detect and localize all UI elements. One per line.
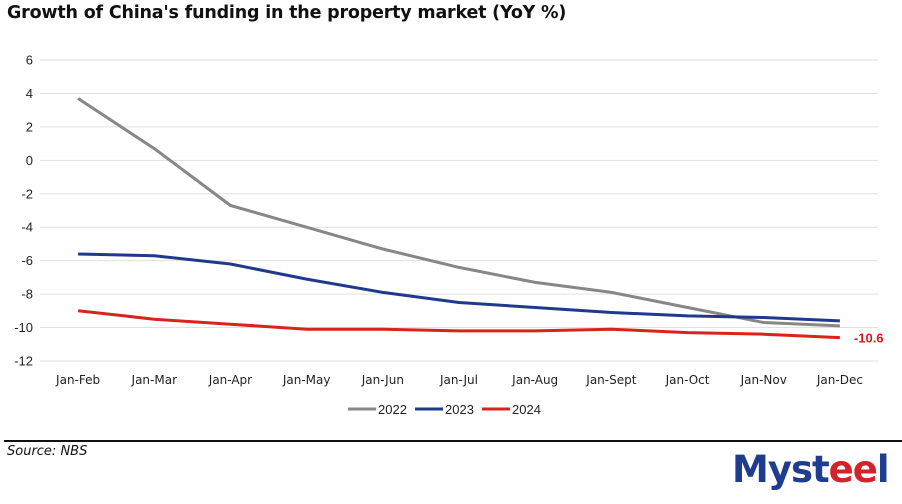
x-tick-label: Jan-Sept — [585, 373, 636, 387]
chart-title: Growth of China's funding in the propert… — [7, 3, 567, 23]
series-line-2023 — [78, 252, 840, 323]
y-tick-label: 4 — [26, 86, 33, 101]
y-tick-label: -8 — [21, 287, 33, 302]
logo-suffix: l — [876, 448, 890, 491]
series-line-2022 — [77, 97, 840, 328]
y-tick-label: -6 — [21, 253, 33, 268]
logo-prefix: Myst — [732, 448, 830, 491]
x-tick-label: Jan-Aug — [511, 373, 558, 387]
source-note: Source: NBS — [7, 444, 88, 459]
y-axis-ticks: 6 4 2 0 -2 -4 -6 -8 -10 -12 — [14, 53, 33, 369]
legend-label-2023: 2023 — [445, 402, 474, 417]
data-label: -10.6 — [854, 331, 884, 346]
y-tick-label: 2 — [26, 119, 33, 134]
gridlines — [40, 59, 878, 362]
line-chart: 6 4 2 0 -2 -4 -6 -8 -10 -12 Jan-Feb Jan-Mar Jan-Apr… — [14, 53, 884, 418]
x-tick-label: Jan-Jul — [439, 373, 478, 387]
x-tick-label: Jan-Nov — [740, 373, 787, 387]
series-line-2024 — [77, 309, 840, 340]
x-tick-label: Jan-Mar — [131, 373, 178, 387]
x-tick-label: Jan-Dec — [816, 373, 863, 387]
legend-label-2022: 2022 — [378, 402, 407, 417]
x-tick-label: Jan-May — [282, 373, 331, 387]
mysteel-logo: Mysteel — [732, 448, 890, 491]
x-tick-label: Jan-Feb — [55, 373, 100, 387]
legend-label-2024: 2024 — [512, 402, 541, 417]
annotations: -10.6 — [854, 331, 884, 346]
x-tick-label: Jan-Jun — [361, 373, 404, 387]
x-tick-label: Jan-Apr — [208, 373, 252, 387]
x-axis-ticks: Jan-Feb Jan-Mar Jan-Apr Jan-May Jan-Jun Jan-J… — [55, 373, 863, 387]
y-tick-label: -10 — [14, 320, 33, 335]
y-tick-label: 0 — [26, 153, 33, 168]
series-lines — [77, 97, 840, 340]
logo-accent: ee — [828, 448, 878, 491]
y-tick-label: -2 — [21, 186, 33, 201]
x-tick-label: Jan-Oct — [665, 373, 710, 387]
y-tick-label: -4 — [21, 220, 33, 235]
footer-divider — [4, 440, 902, 442]
y-tick-label: -12 — [14, 354, 33, 369]
y-tick-label: 6 — [26, 53, 33, 68]
legend: 2022 2023 2024 — [348, 402, 541, 417]
